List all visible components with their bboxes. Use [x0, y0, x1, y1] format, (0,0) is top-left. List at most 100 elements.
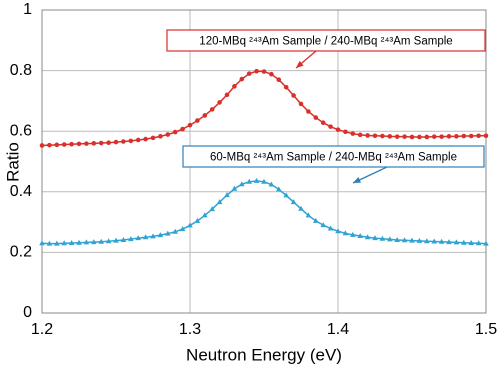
annotation-text: 120-MBq ²⁴³Am Sample / 240-MBq ²⁴³Am Sam… [199, 36, 452, 48]
marker [224, 92, 230, 98]
marker [380, 133, 385, 139]
x-tick-label: 1.3 [179, 321, 201, 338]
marker [142, 234, 149, 240]
marker [83, 239, 90, 245]
marker [106, 140, 111, 146]
marker [91, 239, 97, 245]
marker [172, 228, 178, 234]
marker [475, 240, 482, 246]
marker [439, 134, 444, 139]
marker [98, 238, 104, 244]
marker [172, 129, 178, 135]
marker [39, 240, 45, 246]
marker [68, 240, 75, 246]
marker [113, 237, 119, 243]
marker [402, 134, 407, 139]
marker [416, 237, 423, 243]
marker [379, 235, 386, 241]
marker [180, 126, 185, 132]
marker [313, 115, 319, 120]
marker [54, 240, 60, 246]
marker [143, 136, 148, 142]
marker [335, 228, 341, 234]
marker [394, 134, 400, 139]
marker [253, 177, 260, 183]
marker [261, 69, 267, 74]
marker [276, 77, 282, 82]
plot-border [41, 9, 487, 314]
marker [91, 141, 97, 146]
marker [61, 142, 67, 147]
marker [239, 181, 245, 187]
marker [468, 240, 474, 246]
marker [54, 142, 60, 148]
marker [290, 199, 297, 205]
marker [276, 186, 282, 192]
marker [350, 231, 356, 237]
marker [246, 178, 252, 184]
marker [446, 134, 452, 139]
marker [328, 124, 333, 129]
marker [268, 181, 275, 187]
marker [454, 134, 459, 139]
marker [128, 236, 134, 242]
marker [158, 134, 163, 139]
annotation-arrowhead [353, 177, 361, 183]
marker [69, 141, 74, 147]
annotation-arrowhead [296, 60, 304, 68]
marker [157, 232, 164, 238]
marker [179, 226, 186, 232]
marker [187, 122, 193, 128]
marker [306, 109, 311, 114]
marker [387, 236, 393, 242]
marker [194, 217, 201, 223]
marker [217, 100, 222, 105]
marker [468, 133, 474, 139]
marker [209, 107, 215, 112]
marker [135, 137, 141, 143]
marker [46, 240, 53, 246]
marker [364, 234, 371, 240]
marker [446, 239, 452, 245]
marker [202, 113, 208, 118]
marker [224, 192, 230, 198]
annotation-box [182, 145, 485, 168]
x-tick-label: 1.4 [327, 321, 349, 338]
marker [150, 233, 156, 239]
marker [195, 118, 200, 123]
marker [313, 217, 319, 223]
marker [453, 239, 460, 245]
marker [431, 238, 437, 244]
marker [61, 240, 67, 246]
marker [431, 134, 437, 139]
y-tick-label: 0.4 [10, 183, 32, 200]
marker [483, 133, 489, 139]
annotation-box [166, 29, 486, 52]
marker [261, 178, 267, 184]
marker [372, 133, 378, 139]
marker [239, 76, 245, 82]
marker [476, 133, 481, 139]
marker [246, 71, 252, 76]
marker [424, 238, 430, 244]
x-tick-label: 1.5 [475, 321, 497, 338]
y-tick-label: 0.6 [10, 122, 32, 139]
marker [165, 132, 171, 137]
marker [39, 143, 45, 148]
marker [120, 236, 127, 242]
marker [357, 132, 363, 138]
marker [135, 235, 141, 241]
marker [409, 237, 415, 243]
marker [305, 212, 312, 218]
marker [76, 141, 82, 147]
marker [343, 129, 348, 135]
marker [438, 238, 445, 244]
marker [232, 84, 237, 89]
marker [417, 134, 422, 140]
marker [461, 239, 467, 245]
marker [209, 206, 215, 212]
marker [342, 230, 349, 236]
marker [320, 120, 326, 126]
marker [335, 127, 341, 132]
y-tick-label: 1 [23, 1, 32, 18]
